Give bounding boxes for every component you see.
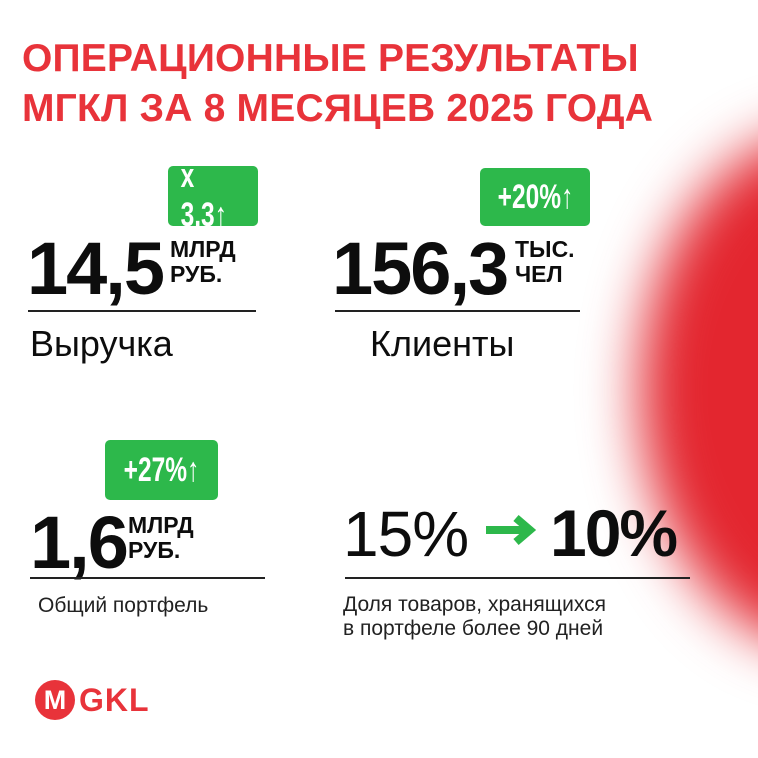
revenue-growth-badge: х 3,3↑ [168,157,258,234]
revenue-unit: МЛРД РУБ. [170,236,236,287]
portfolio-growth-badge: +27%↑ [105,440,218,500]
portfolio-label: Общий портфель [38,594,209,617]
share-before: 15% [343,498,469,570]
revenue-label: Выручка [30,323,173,364]
red-blur-decoration [640,130,758,650]
divider [335,310,580,312]
share-label: Доля товаров, хранящихся в портфеле более… [343,593,606,640]
portfolio-unit: МЛРД РУБ. [128,512,194,563]
logo-text: GKL [79,681,150,718]
divider [28,310,256,312]
clients-growth-badge: +20%↑ [480,168,590,226]
clients-value: 156,3 [332,227,509,310]
mgkl-logo: M GKL [35,680,150,720]
share-after: 10% [550,496,678,570]
arrow-right-icon [486,514,537,546]
divider [30,577,265,579]
headline-line-1: ОПЕРАЦИОННЫЕ РЕЗУЛЬТАТЫ [22,37,639,80]
divider [345,577,690,579]
headline: ОПЕРАЦИОННЫЕ РЕЗУЛЬТАТЫ МГКЛ ЗА 8 МЕСЯЦЕ… [22,34,653,134]
logo-mark: M [35,680,75,720]
headline-line-2: МГКЛ ЗА 8 МЕСЯЦЕВ 2025 ГОДА [22,87,654,130]
clients-unit: ТЫС. ЧЕЛ [515,236,575,287]
clients-label: Клиенты [370,323,515,364]
portfolio-value: 1,6 [30,501,129,584]
revenue-value: 14,5 [27,227,165,310]
